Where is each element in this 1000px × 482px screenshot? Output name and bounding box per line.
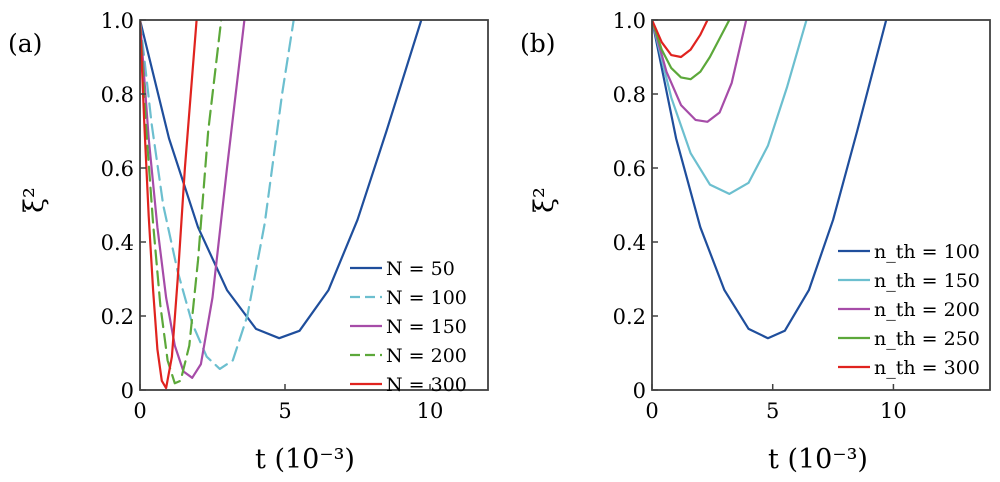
series-line-a-3 — [140, 20, 223, 385]
legend-label-a-2: N = 150 — [386, 316, 467, 338]
panel-a: (a) ξ² t (10⁻³) 0 5 10 0 0.2 0.4 0.6 0.8 1.0 N =… — [8, 9, 489, 475]
panel-b: (b) ξ² t (10⁻³) 0 5 10 0 0.2 0.4 0.6 0.8 1.0 n_t… — [520, 9, 991, 475]
y-tick-label-b-0: 0 — [633, 379, 646, 403]
x-tick-label-a-1: 5 — [278, 399, 291, 423]
y-tick-label-b-2: 0.4 — [613, 231, 646, 255]
x-tick-label-b-0: 0 — [645, 399, 658, 423]
legend-label-b-4: n_th = 300 — [874, 357, 980, 379]
y-tick-label-a-1: 0.2 — [101, 305, 134, 329]
legend-label-b-3: n_th = 250 — [874, 328, 980, 350]
series-line-b-2 — [652, 20, 748, 123]
panel-label-a: (a) — [8, 29, 42, 58]
series-line-a-1 — [140, 20, 295, 370]
x-axis-label-b: t (10⁻³) — [768, 444, 868, 475]
x-tick-label-a-0: 0 — [133, 399, 146, 423]
x-tick-label-b-1: 5 — [766, 399, 779, 423]
series-line-b-3 — [652, 20, 731, 81]
legend-label-a-1: N = 100 — [386, 287, 467, 309]
panel-label-b: (b) — [520, 29, 556, 58]
plot-area-b — [651, 19, 991, 391]
y-tick-label-a-3: 0.6 — [101, 157, 134, 181]
x-tick-label-a-2: 10 — [417, 399, 444, 423]
legend-label-b-0: n_th = 100 — [874, 241, 980, 263]
y-tick-label-b-5: 1.0 — [613, 9, 646, 33]
series-line-a-4 — [140, 20, 198, 390]
x-axis-label-a: t (10⁻³) — [255, 444, 355, 475]
legend-label-b-1: n_th = 150 — [874, 270, 980, 292]
legend-label-a-4: N = 300 — [386, 374, 467, 396]
legend-label-b-2: n_th = 200 — [874, 299, 980, 321]
series-line-b-1 — [652, 20, 808, 195]
legend-label-a-0: N = 50 — [386, 258, 455, 280]
y-tick-label-a-2: 0.4 — [101, 231, 134, 255]
legend-label-a-3: N = 200 — [386, 345, 467, 367]
plot-area-a — [139, 19, 489, 391]
y-tick-label-a-5: 1.0 — [101, 9, 134, 33]
legend-b: n_th = 100 n_th = 150 n_th = 200 n_th = 250… — [838, 241, 980, 379]
y-tick-label-a-4: 0.8 — [101, 83, 134, 107]
series-line-b-0 — [652, 20, 888, 340]
legend-a: N = 50 N = 100 N = 150 N = 200 N = 300 — [350, 258, 467, 396]
series-line-b-4 — [652, 20, 709, 59]
y-tick-label-b-3: 0.6 — [613, 157, 646, 181]
y-tick-label-b-4: 0.8 — [613, 83, 646, 107]
y-tick-label-a-0: 0 — [121, 379, 134, 403]
y-axis-label-b: ξ² — [529, 187, 560, 213]
y-axis-label-a: ξ² — [19, 187, 50, 213]
series-line-a-0 — [140, 20, 423, 340]
x-tick-label-b-2: 10 — [880, 399, 907, 423]
y-tick-label-b-1: 0.2 — [613, 305, 646, 329]
